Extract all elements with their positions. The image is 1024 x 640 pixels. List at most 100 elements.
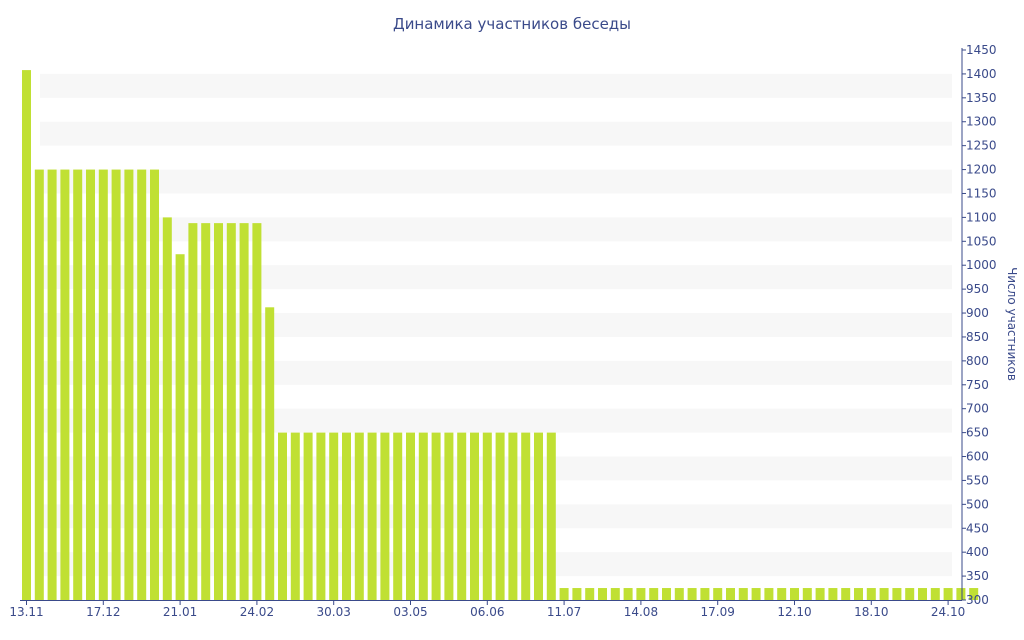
bar (828, 588, 838, 600)
x-tick-label: 24.02 (240, 605, 274, 619)
bar (790, 588, 799, 600)
bar (188, 223, 198, 600)
bar-series (22, 70, 979, 601)
bar (86, 169, 95, 600)
bar (265, 307, 275, 600)
bar (546, 432, 556, 600)
y-tick-label: 600 (966, 450, 989, 464)
bar (380, 432, 390, 600)
bar (393, 432, 403, 600)
bar (969, 588, 979, 600)
y-tick-label: 700 (966, 402, 989, 416)
bar (662, 588, 671, 600)
bar (879, 588, 889, 600)
bar (918, 588, 927, 600)
bar (22, 70, 31, 601)
bar (342, 432, 351, 600)
grid-bands (40, 73, 952, 577)
y-tick-label: 950 (966, 282, 989, 296)
y-tick-label: 300 (966, 593, 989, 607)
bar (98, 169, 108, 600)
bar (841, 588, 851, 600)
bar (457, 432, 467, 600)
y-tick-label: 1150 (966, 186, 997, 200)
y-tick-label: 450 (966, 521, 989, 535)
bar (137, 169, 147, 600)
bar (751, 588, 761, 600)
bar (636, 588, 646, 600)
bar (162, 217, 172, 600)
bar (34, 169, 44, 600)
bar (521, 432, 531, 600)
bar (726, 588, 735, 600)
bar (150, 169, 159, 600)
bar (226, 223, 236, 600)
grid-band (40, 265, 952, 290)
bar (572, 588, 582, 600)
bar (700, 588, 710, 600)
y-tick-label: 1050 (966, 234, 997, 248)
x-tick-label: 21.01 (163, 605, 197, 619)
grid-band (40, 217, 952, 242)
x-axis: 13.11 17.12 21.01 24.02 30.03 03.05 06.06 11.07… (9, 600, 965, 619)
y-tick-label: 1000 (966, 258, 997, 272)
bar (802, 588, 812, 600)
bar (559, 588, 569, 600)
bar (482, 432, 492, 600)
y-tick-label: 400 (966, 545, 989, 559)
bar (866, 588, 876, 600)
y-tick-label: 1250 (966, 139, 997, 153)
bar (610, 588, 620, 600)
bar (674, 588, 684, 600)
chart-title: Динамика участников беседы (393, 15, 631, 33)
x-tick-label: 13.11 (9, 605, 43, 619)
y-axis: 300 350 400 450 500 550 600 650 700 750 800 850 900 9… (961, 43, 997, 607)
y-tick-label: 750 (966, 378, 989, 392)
y-tick-label: 800 (966, 354, 989, 368)
bar (239, 223, 249, 600)
bar (508, 432, 518, 600)
y-tick-label: 1300 (966, 115, 997, 129)
grid-band (40, 169, 952, 194)
x-tick-label: 14.08 (624, 605, 658, 619)
y-axis-label: Число участников (1005, 267, 1019, 381)
bar (290, 432, 300, 600)
bar (418, 432, 428, 600)
bar (713, 588, 723, 600)
bar (777, 588, 787, 600)
bar (905, 588, 915, 600)
bar (623, 588, 633, 600)
bar (738, 588, 748, 600)
bar (649, 588, 659, 600)
bar (764, 588, 774, 600)
y-tick-label: 1400 (966, 67, 997, 81)
bar (956, 588, 966, 600)
bar (367, 432, 377, 600)
bar (854, 588, 863, 600)
bar (303, 432, 313, 600)
y-tick-label: 900 (966, 306, 989, 320)
bar (329, 432, 339, 600)
bar (111, 169, 121, 600)
bar (585, 588, 595, 600)
bar (60, 169, 70, 600)
y-tick-label: 500 (966, 497, 989, 511)
y-tick-label: 350 (966, 569, 989, 583)
bar (815, 588, 825, 600)
grid-band (40, 121, 952, 146)
bar (406, 432, 415, 600)
bar (354, 432, 364, 600)
bar (252, 223, 262, 600)
bar (892, 588, 902, 600)
bar (73, 169, 83, 600)
bar (175, 254, 185, 600)
bar (687, 588, 697, 600)
y-tick-label: 550 (966, 473, 989, 487)
bar (598, 588, 607, 600)
bar (278, 432, 287, 600)
bar (470, 432, 479, 600)
y-tick-label: 1100 (966, 210, 997, 224)
y-tick-label: 1350 (966, 91, 997, 105)
bar (124, 169, 134, 600)
